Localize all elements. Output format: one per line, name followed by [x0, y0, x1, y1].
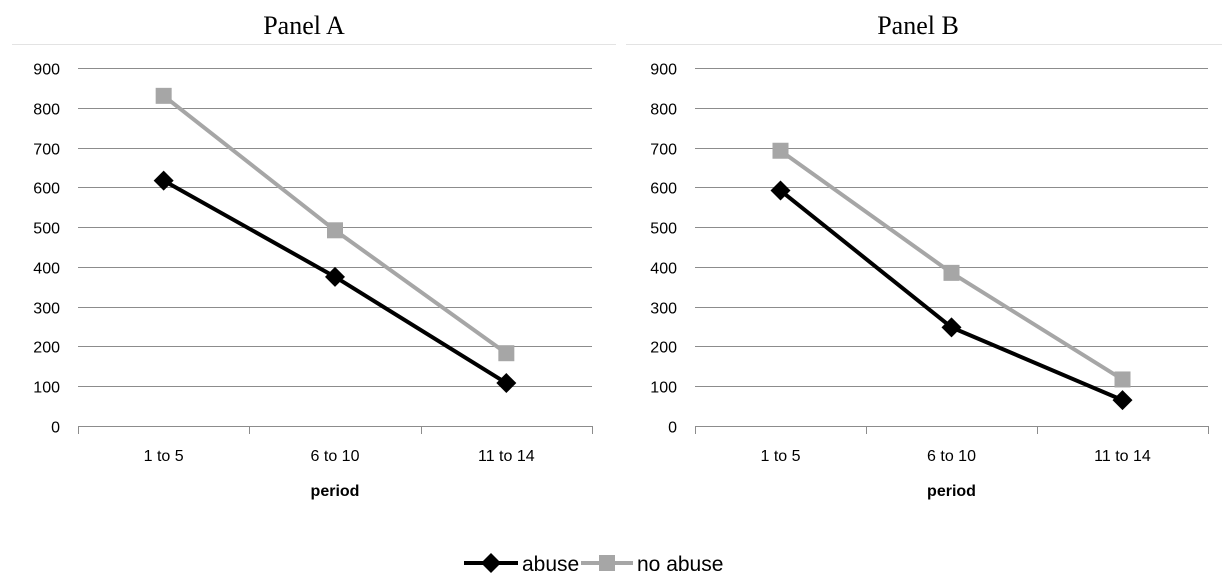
x-tick-label: 6 to 10 — [311, 448, 360, 465]
x-tick-label: 6 to 10 — [927, 448, 976, 465]
data-point-abuse — [1112, 390, 1133, 411]
data-point-abuse — [153, 170, 174, 191]
y-tick-label: 100 — [33, 380, 60, 397]
y-tick-label: 400 — [650, 261, 677, 278]
legend: abuse no abuse — [464, 553, 723, 576]
legend-marker — [481, 553, 501, 573]
data-point-no-abuse — [327, 222, 343, 239]
x-tick-label: 1 to 5 — [144, 448, 184, 465]
x-axis-title: period — [311, 483, 360, 500]
y-tick-label: 0 — [668, 420, 677, 437]
series-line-abuse — [779, 188, 1124, 402]
legend-item-no-abuse: no abuse — [581, 553, 723, 576]
y-tick-label: 800 — [650, 102, 677, 119]
data-point-abuse — [496, 373, 517, 394]
data-point-abuse — [770, 180, 791, 201]
y-tick-label: 300 — [650, 301, 677, 318]
data-point-no-abuse — [772, 142, 789, 159]
y-tick-label: 600 — [650, 181, 677, 198]
data-point-abuse — [941, 317, 962, 338]
y-tick-label: 200 — [650, 340, 677, 357]
legend-marker — [599, 555, 615, 571]
data-point-no-abuse — [155, 87, 172, 104]
x-tick-label: 11 to 14 — [478, 448, 535, 465]
y-tick-label: 300 — [33, 301, 60, 318]
legend-label: abuse — [522, 553, 579, 576]
y-tick-label: 500 — [33, 221, 60, 238]
data-point-no-abuse — [943, 264, 960, 281]
y-tick-label: 500 — [650, 221, 677, 238]
panel-b: Panel B 0 100 200 300 400 500 600 700 800 900 1 to … — [626, 11, 1222, 500]
data-point-abuse — [325, 266, 345, 287]
y-tick-label: 800 — [33, 102, 60, 119]
panel-a: Panel A 0 100 200 300 400 500 600 700 800 900 1 to … — [12, 11, 616, 500]
y-tick-label: 400 — [33, 261, 60, 278]
x-axis-title: period — [927, 483, 976, 500]
y-tick-label: 900 — [33, 62, 60, 79]
y-tick-label: 100 — [650, 380, 677, 397]
panel-title: Panel B — [877, 11, 959, 40]
y-tick-label: 900 — [650, 62, 677, 79]
legend-item-abuse: abuse — [464, 553, 579, 576]
y-tick-label: 600 — [33, 181, 60, 198]
y-tick-label: 700 — [650, 142, 677, 159]
x-tick-label: 11 to 14 — [1094, 448, 1151, 465]
data-point-no-abuse — [1114, 371, 1131, 388]
y-tick-label: 200 — [33, 340, 60, 357]
panel-title: Panel A — [263, 11, 345, 40]
y-tick-label: 0 — [51, 420, 60, 437]
y-tick-label: 700 — [33, 142, 60, 159]
legend-label: no abuse — [637, 553, 723, 576]
data-point-no-abuse — [498, 345, 515, 362]
x-tick-label: 1 to 5 — [760, 448, 800, 465]
